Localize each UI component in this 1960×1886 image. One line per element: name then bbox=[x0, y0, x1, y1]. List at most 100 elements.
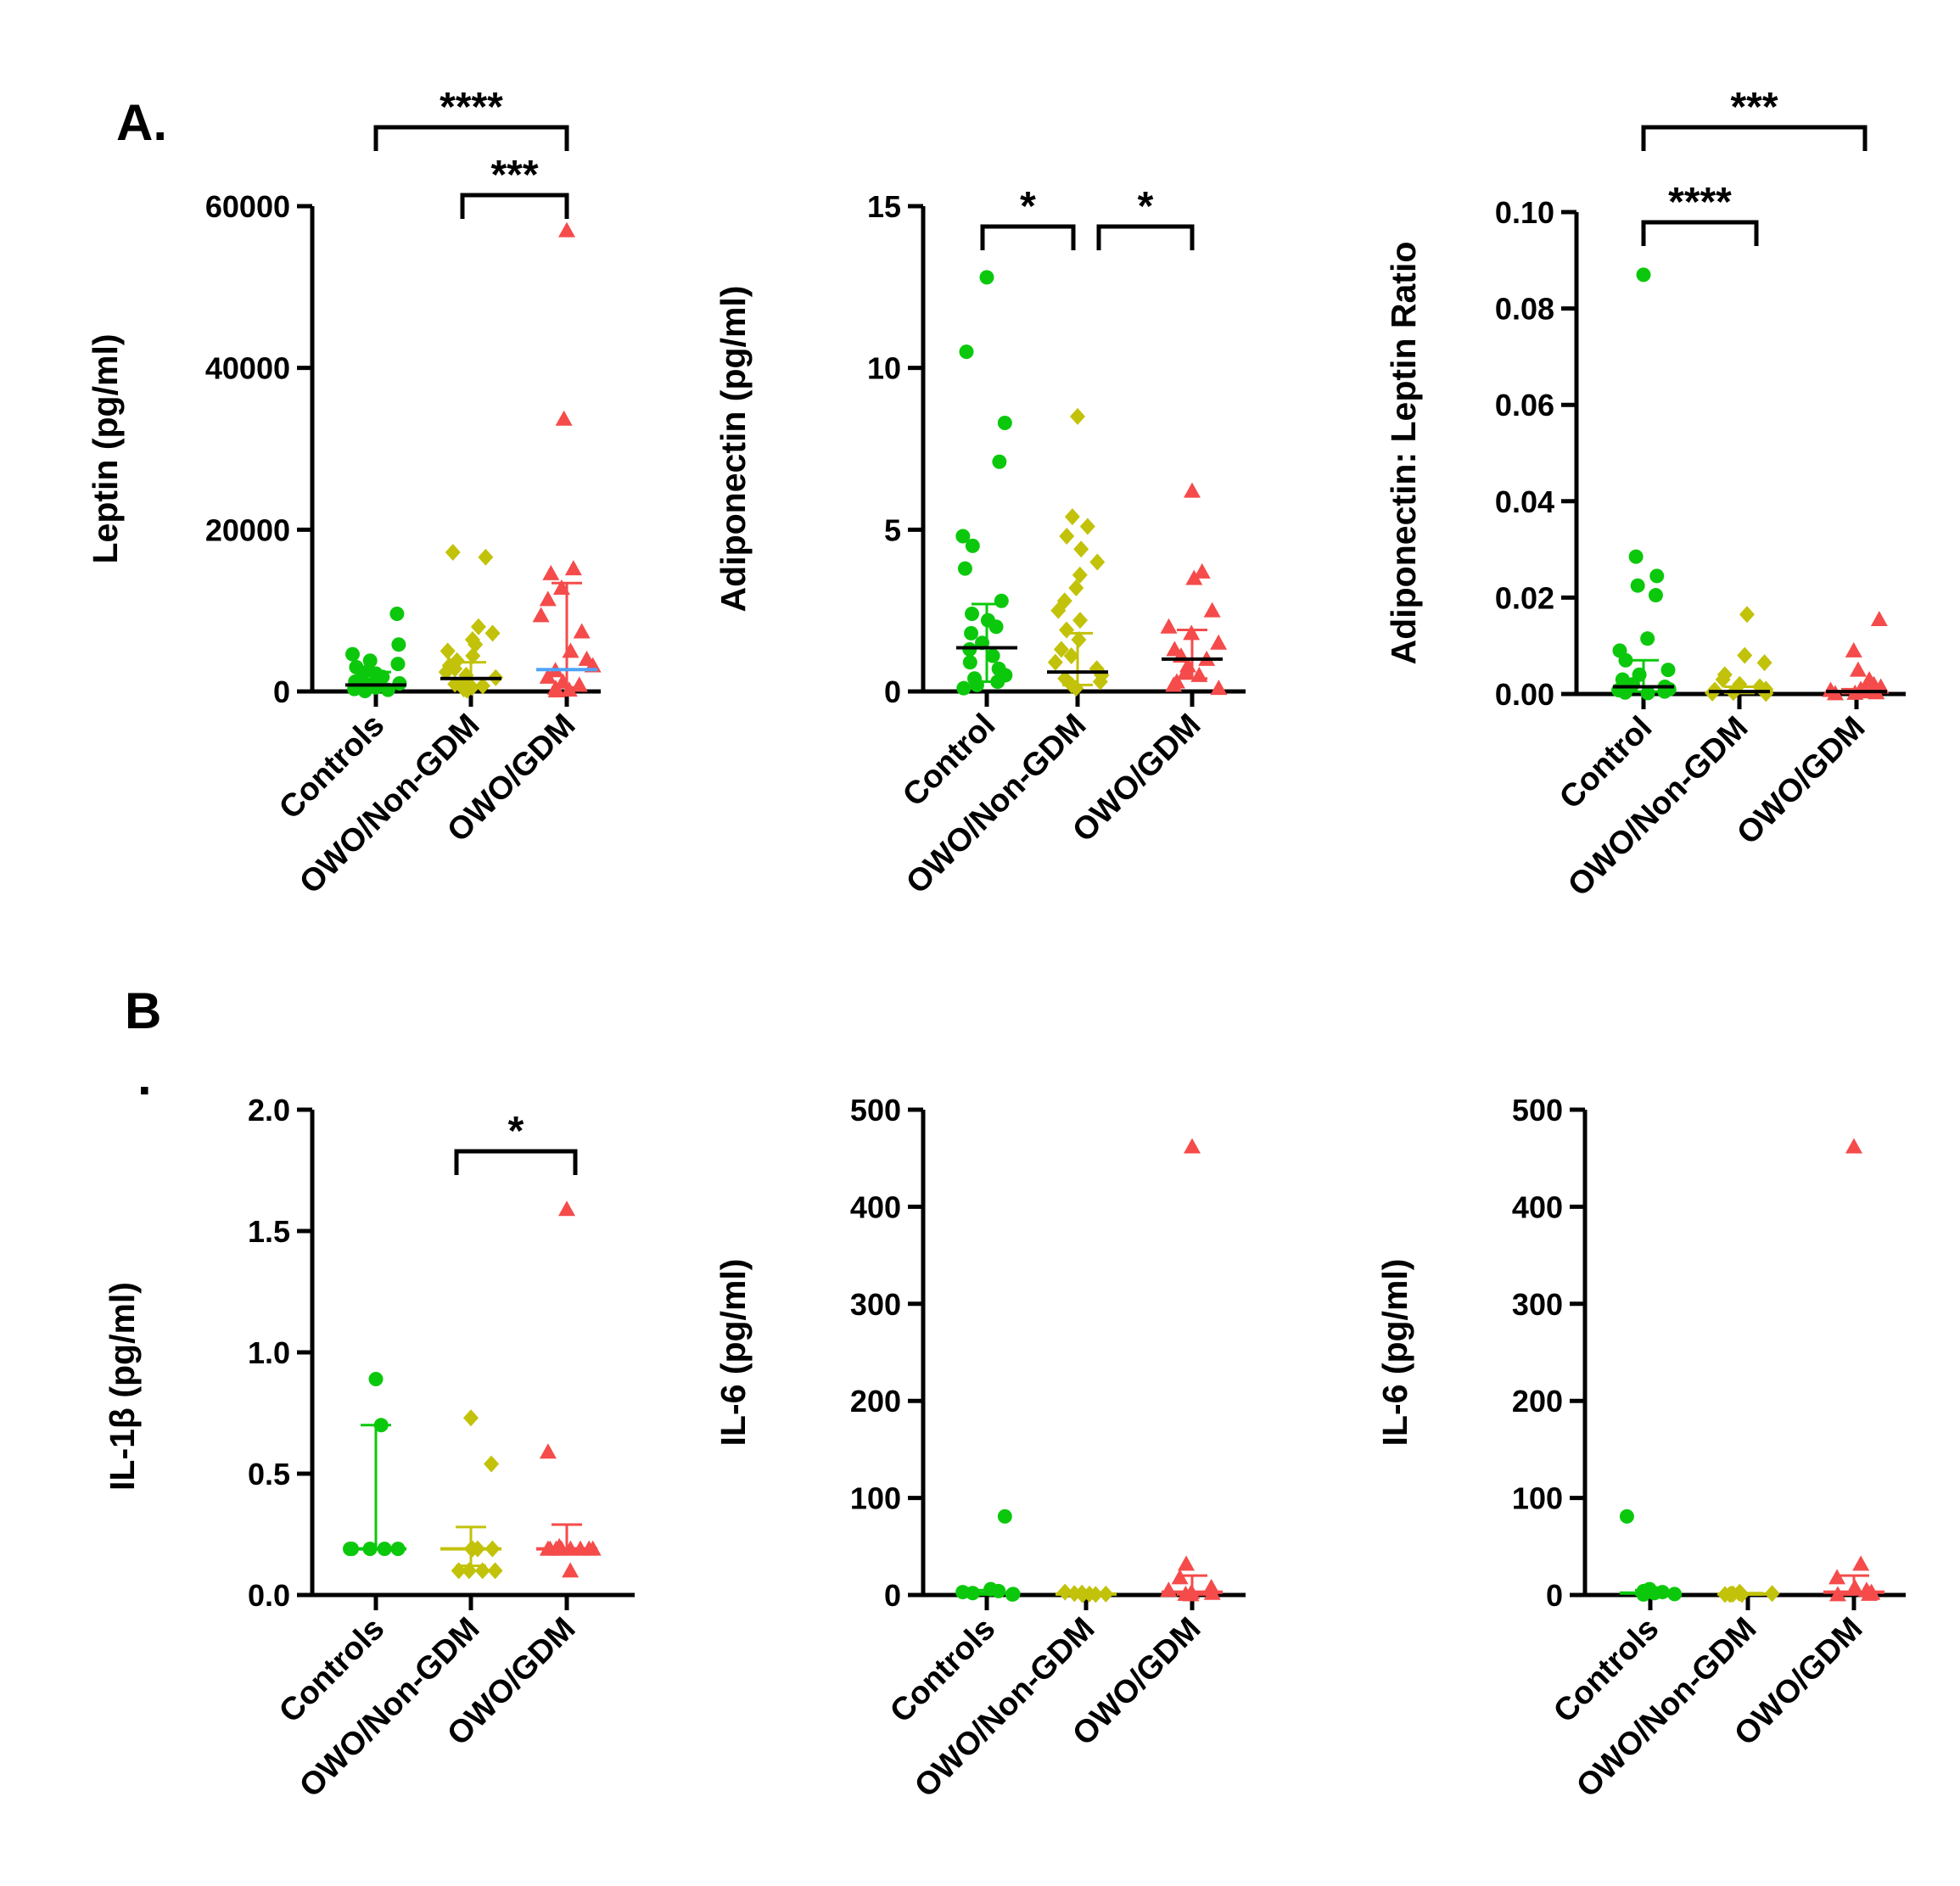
significance-bracket bbox=[1641, 125, 1868, 151]
data-point-triangle bbox=[539, 1443, 557, 1459]
y-tick-label: 10 bbox=[867, 351, 901, 386]
data-point-circle bbox=[997, 1508, 1012, 1524]
data-point-circle bbox=[965, 538, 980, 553]
data-point-circle bbox=[985, 648, 1000, 663]
data-point-circle bbox=[1648, 588, 1663, 603]
data-point-triangle bbox=[1828, 1569, 1846, 1585]
data-point-diamond bbox=[1059, 621, 1075, 639]
y-tick-label: 0 bbox=[884, 674, 901, 709]
category-label: OWO/Non-GDM bbox=[293, 708, 486, 901]
data-point-triangle bbox=[539, 590, 557, 607]
data-point-triangle bbox=[555, 410, 573, 426]
y-tick-label: 60000 bbox=[205, 189, 290, 224]
significance-label: * bbox=[508, 1109, 524, 1154]
y-tick-label: 0.5 bbox=[248, 1457, 290, 1491]
data-point-triangle bbox=[560, 681, 578, 697]
data-point-triangle bbox=[1165, 676, 1183, 692]
significance-label: *** bbox=[490, 153, 538, 198]
data-point-diamond bbox=[1063, 647, 1079, 665]
panel-label-a: A. bbox=[116, 94, 167, 151]
data-point-diamond bbox=[1072, 612, 1088, 630]
y-axis-title: Adiponectin: Leptin Ratio bbox=[1384, 242, 1423, 665]
significance-label: * bbox=[1020, 184, 1036, 229]
y-tick-label: 0 bbox=[884, 1578, 901, 1613]
data-point-diamond bbox=[468, 635, 484, 653]
data-point-triangle bbox=[1178, 1555, 1196, 1571]
significance-bracket bbox=[373, 125, 569, 151]
data-point-circle bbox=[969, 677, 984, 692]
data-point-triangle bbox=[1177, 663, 1195, 680]
data-point-diamond bbox=[1089, 553, 1106, 571]
data-point-diamond bbox=[1737, 646, 1753, 664]
data-point-circle bbox=[957, 561, 972, 576]
y-tick-label: 300 bbox=[1512, 1287, 1563, 1322]
data-point-circle bbox=[1619, 1508, 1634, 1524]
significance-bracket bbox=[460, 193, 569, 219]
data-point-triangle bbox=[542, 564, 560, 580]
significance-label: *** bbox=[1730, 85, 1778, 130]
y-tick-label: 0.0 bbox=[248, 1578, 290, 1613]
y-tick-label: 500 bbox=[1512, 1093, 1563, 1128]
data-point-circle bbox=[1618, 652, 1633, 668]
data-point-triangle bbox=[532, 607, 550, 623]
data-point-diamond bbox=[1064, 508, 1080, 526]
data-point-circle bbox=[390, 657, 406, 672]
data-point-triangle bbox=[558, 221, 575, 238]
data-point-triangle bbox=[1849, 661, 1867, 677]
y-axis-title: IL-6 (pg/ml) bbox=[1375, 1259, 1414, 1447]
data-point-circle bbox=[1636, 267, 1651, 283]
y-tick-label: 0.10 bbox=[1495, 195, 1554, 230]
y-axis-title: IL-6 (pg/ml) bbox=[714, 1259, 753, 1447]
data-point-circle bbox=[1628, 549, 1644, 564]
data-point-circle bbox=[964, 625, 979, 641]
data-point-diamond bbox=[445, 544, 461, 562]
category-label: OWO/Non-GDM bbox=[908, 1611, 1101, 1805]
data-point-diamond bbox=[1053, 641, 1069, 658]
data-point-diamond bbox=[1050, 602, 1067, 619]
significance-bracket bbox=[1096, 224, 1195, 250]
data-point-circle bbox=[345, 646, 361, 662]
data-point-diamond bbox=[484, 624, 501, 642]
y-tick-label: 0.00 bbox=[1495, 677, 1554, 712]
data-point-circle bbox=[997, 415, 1012, 430]
y-tick-label: 1.0 bbox=[248, 1335, 290, 1370]
panel-label-b: B bbox=[125, 982, 161, 1039]
y-tick-label: 15 bbox=[867, 189, 901, 224]
y-tick-label: 200 bbox=[1512, 1384, 1563, 1419]
significance-label: **** bbox=[1668, 180, 1732, 225]
y-axis-title: Leptin (pg/ml) bbox=[86, 333, 125, 563]
y-tick-label: 1.5 bbox=[248, 1214, 290, 1249]
data-point-triangle bbox=[1845, 1138, 1862, 1154]
y-tick-label: 500 bbox=[850, 1093, 901, 1128]
category-label: OWO/Non-GDM bbox=[293, 1611, 486, 1805]
significance-label: * bbox=[1138, 184, 1154, 229]
data-point-diamond bbox=[1758, 685, 1774, 702]
data-point-diamond bbox=[487, 1562, 503, 1580]
y-tick-label: 40000 bbox=[205, 351, 290, 386]
y-tick-label: 0.04 bbox=[1495, 484, 1554, 519]
data-point-circle bbox=[1640, 631, 1655, 646]
data-point-diamond bbox=[1057, 1583, 1073, 1601]
data-point-diamond bbox=[474, 677, 490, 695]
data-point-circle bbox=[349, 659, 364, 674]
data-point-diamond bbox=[1756, 654, 1772, 672]
y-tick-label: 0 bbox=[273, 674, 290, 709]
data-point-diamond bbox=[1739, 606, 1755, 624]
y-tick-label: 400 bbox=[850, 1189, 901, 1224]
data-point-triangle bbox=[1210, 680, 1228, 696]
chart-4: 0.00.51.01.52.0IL-1β (pg/ml)ControlsOWO/… bbox=[103, 1093, 635, 1805]
data-point-circle bbox=[994, 593, 1009, 608]
category-label: OWO/GDM bbox=[1730, 710, 1872, 852]
significance-bracket bbox=[454, 1149, 578, 1175]
y-axis-title: Adiponectin (pg/ml) bbox=[714, 286, 753, 613]
data-point-triangle bbox=[1870, 610, 1888, 626]
data-point-diamond bbox=[1079, 518, 1095, 535]
data-point-circle bbox=[988, 619, 1004, 635]
data-point-diamond bbox=[484, 1455, 500, 1473]
data-point-triangle bbox=[1852, 1555, 1870, 1571]
